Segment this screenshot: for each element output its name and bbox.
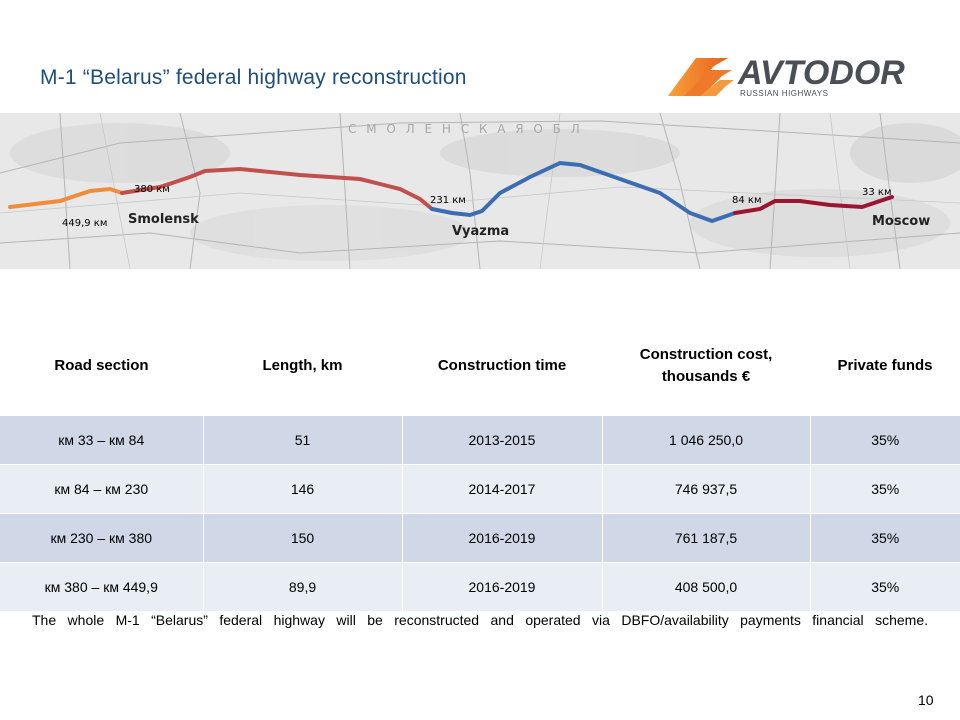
route-map: С М О Л Е Н С К А Я О Б Л 449,9 км 380 к… — [0, 113, 960, 269]
header-construction-time: Construction time — [402, 318, 602, 416]
map-region-label: С М О Л Е Н С К А Я О Б Л — [348, 122, 583, 136]
logo-subtext: RUSSIAN HIGHWAYS — [740, 89, 828, 98]
cell-private-funds: 35% — [810, 464, 960, 514]
route-segment-84-230 — [430, 160, 737, 224]
header-construction-cost: Construction cost, thousands € — [602, 318, 810, 416]
route-segment-33-84 — [733, 195, 894, 215]
cell-road-section: км 230 – км 380 — [0, 513, 204, 563]
table-header-row: Road section Length, km Construction tim… — [0, 318, 960, 416]
cell-length: 89,9 — [203, 562, 403, 612]
cell-construction-time: 2016-2019 — [402, 562, 603, 612]
table-row: км 84 – км 230 146 2014-2017 746 937,5 3… — [0, 464, 960, 514]
cell-construction-cost: 761 187,5 — [602, 513, 811, 563]
km-marker-84: 84 км — [732, 195, 762, 206]
page-number: 10 — [918, 692, 934, 708]
city-vyazma: Vyazma — [452, 224, 509, 239]
km-marker-380: 380 км — [134, 184, 170, 195]
avtodor-logo: AVTODOR RUSSIAN HIGHWAYS — [668, 54, 905, 98]
table-row: км 230 – км 380 150 2016-2019 761 187,5 … — [0, 513, 960, 563]
cell-construction-time: 2016-2019 — [402, 513, 603, 563]
cell-length: 150 — [203, 513, 403, 563]
table-row: км 380 – км 449,9 89,9 2016-2019 408 500… — [0, 562, 960, 612]
footnote: The whole M-1 “Belarus” federal highway … — [32, 612, 928, 628]
map-roads — [0, 113, 960, 269]
km-marker-449: 449,9 км — [62, 218, 107, 229]
cell-private-funds: 35% — [810, 513, 960, 563]
km-marker-33: 33 км — [862, 187, 892, 198]
page-title: M-1 “Belarus” federal highway reconstruc… — [40, 66, 467, 89]
cell-construction-cost: 1 046 250,0 — [602, 414, 811, 465]
cell-length: 146 — [203, 464, 403, 514]
logo-text: AVTODOR — [737, 54, 905, 92]
city-moscow: Moscow — [872, 214, 930, 229]
header-length: Length, km — [203, 318, 402, 416]
cell-construction-time: 2014-2017 — [402, 464, 603, 514]
cell-road-section: км 84 – км 230 — [0, 464, 204, 514]
cell-construction-time: 2013-2015 — [402, 414, 603, 465]
city-smolensk: Smolensk — [128, 212, 199, 227]
cell-road-section: км 380 – км 449,9 — [0, 562, 204, 612]
km-marker-231: 231 км — [430, 195, 466, 206]
table-row: км 33 – км 84 51 2013-2015 1 046 250,0 3… — [0, 414, 960, 465]
header-private-funds: Private funds — [810, 318, 960, 416]
road-sections-table: Road section Length, km Construction tim… — [0, 318, 960, 612]
cell-road-section: км 33 – км 84 — [0, 414, 204, 465]
header-road-section: Road section — [0, 318, 203, 416]
cell-private-funds: 35% — [810, 414, 960, 465]
route-segment-230-380 — [120, 166, 434, 211]
cell-length: 51 — [203, 414, 403, 465]
route-segment-380-449 — [8, 186, 124, 209]
cell-private-funds: 35% — [810, 562, 960, 612]
cell-construction-cost: 746 937,5 — [602, 464, 811, 514]
cell-construction-cost: 408 500,0 — [602, 562, 811, 612]
